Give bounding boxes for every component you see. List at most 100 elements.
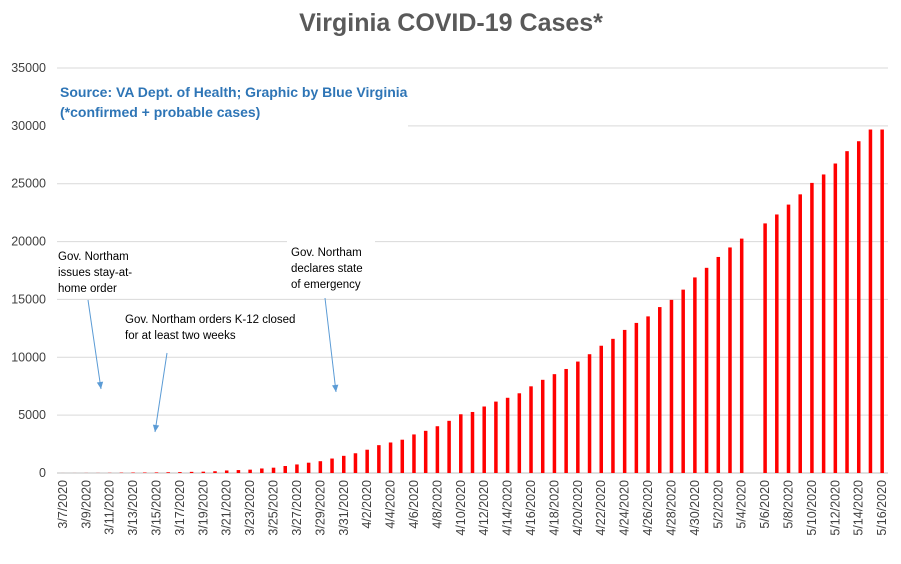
bar bbox=[704, 267, 709, 473]
x-tick-label: 4/22/2020 bbox=[594, 480, 608, 536]
bar bbox=[447, 420, 451, 473]
bar bbox=[166, 472, 170, 473]
x-tick-label: 5/2/2020 bbox=[711, 480, 725, 529]
annotation-arrow bbox=[154, 352, 168, 433]
x-tick-label: 3/13/2020 bbox=[126, 480, 140, 536]
bar bbox=[763, 223, 767, 473]
bar bbox=[517, 393, 522, 473]
bar bbox=[201, 471, 206, 473]
bar bbox=[856, 141, 861, 473]
bar bbox=[529, 386, 533, 473]
bar bbox=[658, 307, 662, 473]
bar bbox=[248, 469, 252, 473]
x-tick-label: 4/30/2020 bbox=[688, 480, 702, 536]
x-tick-label: 3/15/2020 bbox=[149, 480, 163, 536]
x-tick-label: 4/16/2020 bbox=[524, 480, 538, 536]
bar bbox=[739, 238, 744, 473]
x-tick-label: 3/21/2020 bbox=[220, 480, 234, 536]
x-tick-label: 5/16/2020 bbox=[875, 480, 889, 536]
bar bbox=[611, 338, 615, 473]
bar bbox=[435, 426, 440, 473]
annotation-text: declares state bbox=[291, 263, 363, 275]
bar bbox=[377, 445, 381, 473]
x-tick-label: 3/31/2020 bbox=[337, 480, 351, 536]
bar bbox=[845, 151, 849, 473]
arrowhead-icon bbox=[96, 381, 104, 389]
bar bbox=[693, 277, 697, 473]
x-tick-label: 3/9/2020 bbox=[79, 480, 93, 529]
annotation-text: Gov. Northam bbox=[291, 247, 362, 259]
bar bbox=[786, 204, 791, 473]
bar bbox=[880, 129, 884, 474]
bar bbox=[423, 430, 428, 473]
bar bbox=[716, 256, 721, 473]
bar bbox=[669, 299, 674, 473]
bar bbox=[388, 442, 393, 473]
annotation-text: Gov. Northam orders K-12 closed bbox=[125, 314, 295, 326]
bar bbox=[634, 322, 639, 473]
x-tick-label: 5/4/2020 bbox=[735, 480, 749, 529]
bar bbox=[400, 439, 405, 473]
bar bbox=[552, 374, 557, 473]
bar bbox=[260, 468, 264, 473]
annotation-text: issues stay-at- bbox=[58, 267, 132, 279]
y-tick-label: 35000 bbox=[11, 61, 46, 75]
bar bbox=[482, 406, 486, 473]
bar bbox=[810, 182, 814, 473]
bar bbox=[353, 453, 358, 473]
x-tick-label: 4/8/2020 bbox=[430, 480, 444, 529]
annotation-text: home order bbox=[58, 283, 117, 295]
bar bbox=[295, 464, 299, 473]
x-tick-label: 4/10/2020 bbox=[454, 480, 468, 536]
bar bbox=[178, 472, 182, 473]
annotation-arrow bbox=[87, 299, 102, 390]
x-tick-label: 4/18/2020 bbox=[547, 480, 561, 536]
chart-footnote-line: (*confirmed + probable cases) bbox=[60, 104, 260, 120]
bar bbox=[646, 316, 650, 473]
bar bbox=[564, 368, 568, 473]
bar bbox=[599, 345, 604, 473]
bar bbox=[622, 329, 627, 473]
x-tick-label: 5/10/2020 bbox=[805, 480, 819, 536]
bar bbox=[330, 458, 334, 473]
x-tick-label: 3/25/2020 bbox=[267, 480, 281, 536]
x-tick-label: 4/24/2020 bbox=[618, 480, 632, 536]
x-tick-label: 3/29/2020 bbox=[313, 480, 327, 536]
bar bbox=[494, 401, 498, 473]
bar bbox=[143, 472, 147, 473]
x-tick-label: 4/28/2020 bbox=[664, 480, 678, 536]
arrowhead-icon bbox=[332, 384, 339, 392]
y-tick-label: 0 bbox=[39, 466, 46, 480]
bar bbox=[868, 129, 873, 474]
x-tick-label: 4/6/2020 bbox=[407, 480, 421, 529]
y-axis-ticks: 0 5000 10000 15000 20000 25000 30000 35000 bbox=[11, 61, 46, 480]
bar bbox=[306, 462, 311, 473]
x-tick-label: 5/6/2020 bbox=[758, 480, 772, 529]
bar bbox=[540, 379, 545, 473]
x-axis-ticks: 3/7/2020 3/9/2020 3/11/2020 3/13/2020 3/15/2… bbox=[56, 480, 889, 536]
arrowhead-icon bbox=[152, 424, 160, 432]
bar bbox=[224, 470, 229, 473]
x-tick-label: 4/4/2020 bbox=[384, 480, 398, 529]
x-tick-label: 5/12/2020 bbox=[828, 480, 842, 536]
bar-series bbox=[61, 129, 884, 474]
bar bbox=[189, 471, 194, 473]
annotation-text: for at least two weeks bbox=[125, 330, 236, 342]
x-tick-label: 4/26/2020 bbox=[641, 480, 655, 536]
bar bbox=[798, 194, 802, 473]
bar bbox=[341, 455, 346, 473]
annotation-arrow bbox=[324, 297, 337, 393]
annotation-text: of emergency bbox=[291, 279, 361, 291]
x-tick-label: 4/12/2020 bbox=[477, 480, 491, 536]
bar bbox=[681, 289, 685, 473]
bar bbox=[459, 414, 463, 473]
x-tick-label: 4/14/2020 bbox=[501, 480, 515, 536]
y-tick-label: 5000 bbox=[18, 408, 46, 422]
bar bbox=[213, 471, 217, 473]
x-tick-label: 3/11/2020 bbox=[103, 480, 117, 535]
x-tick-label: 3/17/2020 bbox=[173, 480, 187, 536]
chart-title: Virginia COVID-19 Cases* bbox=[299, 9, 603, 37]
annotations: Gov. Northam issues stay-at-home order Gov… bbox=[54, 240, 375, 433]
y-tick-label: 25000 bbox=[11, 177, 46, 191]
